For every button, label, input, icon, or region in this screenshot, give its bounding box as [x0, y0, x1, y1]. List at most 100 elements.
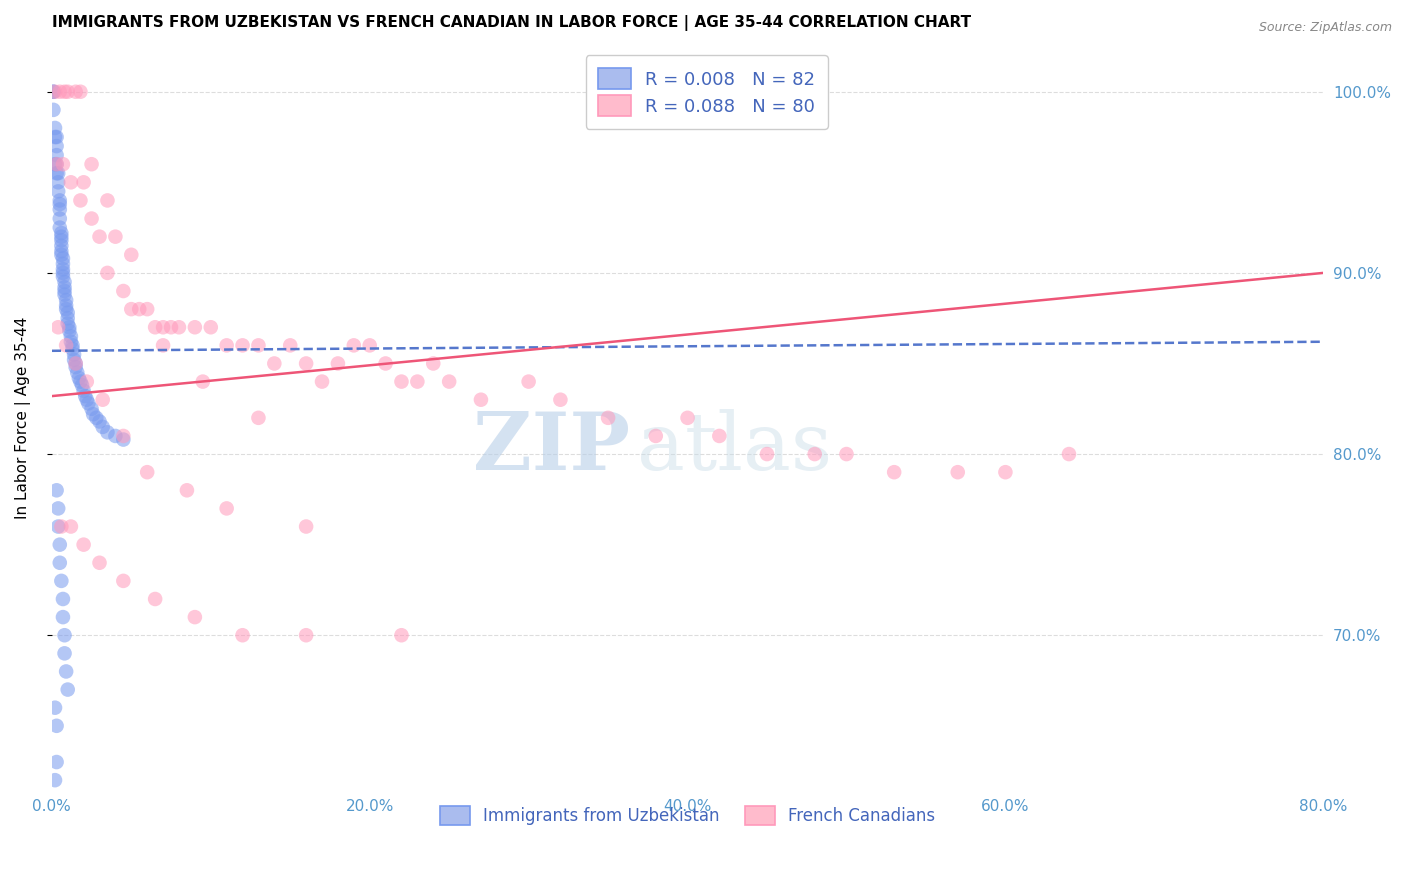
- Point: [835, 447, 858, 461]
- Point: [374, 356, 396, 370]
- Point: [994, 465, 1017, 479]
- Point: [51, 229, 73, 244]
- Point: [391, 375, 413, 389]
- Point: [51, 248, 73, 262]
- Point: [49, 220, 72, 235]
- Point: [45, 148, 67, 162]
- Point: [59, 334, 82, 349]
- Point: [247, 338, 270, 352]
- Point: [49, 202, 72, 217]
- Point: [311, 375, 333, 389]
- Point: [89, 414, 111, 428]
- Point: [52, 610, 75, 624]
- Point: [359, 338, 381, 352]
- Point: [232, 628, 254, 642]
- Point: [470, 392, 492, 407]
- Point: [59, 175, 82, 189]
- Point: [52, 269, 75, 284]
- Point: [77, 396, 100, 410]
- Point: [67, 371, 90, 385]
- Legend: Immigrants from Uzbekistan, French Canadians: Immigrants from Uzbekistan, French Canad…: [429, 794, 946, 837]
- Point: [104, 429, 127, 443]
- Point: [152, 320, 174, 334]
- Point: [112, 284, 135, 298]
- Point: [247, 410, 270, 425]
- Point: [75, 389, 97, 403]
- Point: [45, 139, 67, 153]
- Point: [406, 375, 429, 389]
- Point: [55, 338, 77, 352]
- Point: [46, 501, 69, 516]
- Text: Source: ZipAtlas.com: Source: ZipAtlas.com: [1258, 21, 1392, 35]
- Point: [96, 266, 118, 280]
- Text: atlas: atlas: [637, 409, 832, 486]
- Point: [184, 610, 207, 624]
- Point: [49, 197, 72, 211]
- Point: [62, 338, 84, 352]
- Text: IMMIGRANTS FROM UZBEKISTAN VS FRENCH CANADIAN IN LABOR FORCE | AGE 35-44 CORRELA: IMMIGRANTS FROM UZBEKISTAN VS FRENCH CAN…: [52, 15, 972, 31]
- Point: [76, 392, 98, 407]
- Point: [44, 773, 66, 788]
- Point: [46, 519, 69, 533]
- Point: [53, 280, 76, 294]
- Point: [80, 401, 103, 416]
- Point: [42, 103, 65, 117]
- Point: [263, 356, 285, 370]
- Point: [104, 229, 127, 244]
- Point: [42, 85, 65, 99]
- Point: [56, 85, 79, 99]
- Point: [59, 519, 82, 533]
- Point: [883, 465, 905, 479]
- Point: [91, 392, 114, 407]
- Point: [550, 392, 572, 407]
- Point: [756, 447, 779, 461]
- Point: [152, 338, 174, 352]
- Point: [49, 85, 72, 99]
- Point: [55, 299, 77, 313]
- Point: [128, 302, 150, 317]
- Point: [65, 85, 87, 99]
- Point: [160, 320, 183, 334]
- Point: [82, 407, 104, 421]
- Point: [53, 628, 76, 642]
- Point: [49, 556, 72, 570]
- Point: [65, 356, 87, 370]
- Point: [53, 284, 76, 298]
- Point: [53, 287, 76, 301]
- Point: [44, 700, 66, 714]
- Point: [91, 420, 114, 434]
- Point: [55, 293, 77, 307]
- Point: [422, 356, 444, 370]
- Point: [596, 410, 619, 425]
- Point: [52, 262, 75, 277]
- Point: [46, 166, 69, 180]
- Point: [86, 410, 108, 425]
- Point: [120, 248, 142, 262]
- Point: [278, 338, 301, 352]
- Point: [44, 130, 66, 145]
- Point: [803, 447, 825, 461]
- Point: [946, 465, 969, 479]
- Point: [59, 329, 82, 343]
- Point: [52, 266, 75, 280]
- Point: [72, 538, 94, 552]
- Point: [52, 157, 75, 171]
- Point: [56, 311, 79, 326]
- Point: [143, 592, 166, 607]
- Point: [80, 157, 103, 171]
- Point: [58, 320, 80, 334]
- Point: [69, 375, 91, 389]
- Point: [112, 574, 135, 588]
- Point: [517, 375, 540, 389]
- Point: [56, 682, 79, 697]
- Point: [96, 425, 118, 440]
- Point: [70, 378, 93, 392]
- Point: [53, 275, 76, 289]
- Point: [215, 501, 238, 516]
- Point: [72, 175, 94, 189]
- Point: [51, 519, 73, 533]
- Point: [44, 157, 66, 171]
- Point: [112, 429, 135, 443]
- Point: [343, 338, 366, 352]
- Point: [184, 320, 207, 334]
